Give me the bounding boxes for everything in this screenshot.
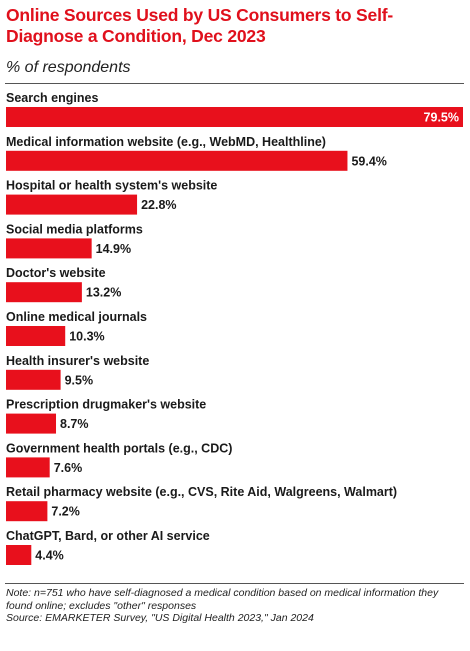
category-label: Online medical journals — [6, 310, 147, 324]
bar — [6, 369, 61, 390]
category-label: Medical information website (e.g., WebMD… — [6, 135, 326, 149]
bar — [6, 413, 57, 434]
category-label: Hospital or health system's website — [6, 179, 217, 193]
chart-subtitle: % of respondents — [6, 59, 131, 76]
bar — [6, 501, 48, 522]
bar — [6, 457, 50, 478]
category-label: Search engines — [6, 91, 98, 105]
value-label: 13.2% — [86, 286, 121, 300]
bar — [6, 326, 66, 346]
category-label: Prescription drugmaker's website — [6, 398, 206, 412]
value-label: 7.2% — [51, 505, 80, 519]
bar-chart: Search engines 79.5% Medical information w… — [6, 91, 463, 565]
bar — [6, 282, 82, 303]
chart-title: Online Sources Used by US Consumers to S… — [6, 5, 393, 46]
top-rule — [5, 83, 464, 84]
bar — [6, 107, 463, 127]
value-label: 8.7% — [60, 417, 89, 431]
bar — [6, 194, 138, 215]
value-label: 79.5% — [424, 111, 459, 125]
bar — [6, 545, 32, 565]
value-label: 4.4% — [35, 549, 64, 563]
category-label: Retail pharmacy website (e.g., CVS, Rite… — [6, 485, 397, 499]
bottom-rule — [5, 583, 464, 584]
category-label: ChatGPT, Bard, or other AI service — [6, 529, 210, 543]
value-label: 59.4% — [351, 154, 386, 168]
bar — [6, 150, 348, 171]
chart-source: Source: EMARKETER Survey, "US Digital He… — [6, 612, 314, 624]
category-label: Health insurer's website — [6, 354, 149, 368]
value-label: 10.3% — [69, 330, 104, 344]
category-label: Government health portals (e.g., CDC) — [6, 441, 232, 455]
category-label: Doctor's website — [6, 266, 106, 280]
value-label: 7.6% — [54, 461, 83, 475]
bar — [6, 238, 92, 259]
value-label: 9.5% — [65, 373, 94, 387]
chart-note: Note: n=751 who have self-diagnosed a me… — [6, 587, 439, 612]
value-label: 14.9% — [96, 242, 131, 256]
value-label: 22.8% — [141, 198, 176, 212]
chart-notes: Note: n=751 who have self-diagnosed a me… — [6, 587, 464, 625]
category-label: Social media platforms — [6, 222, 143, 236]
